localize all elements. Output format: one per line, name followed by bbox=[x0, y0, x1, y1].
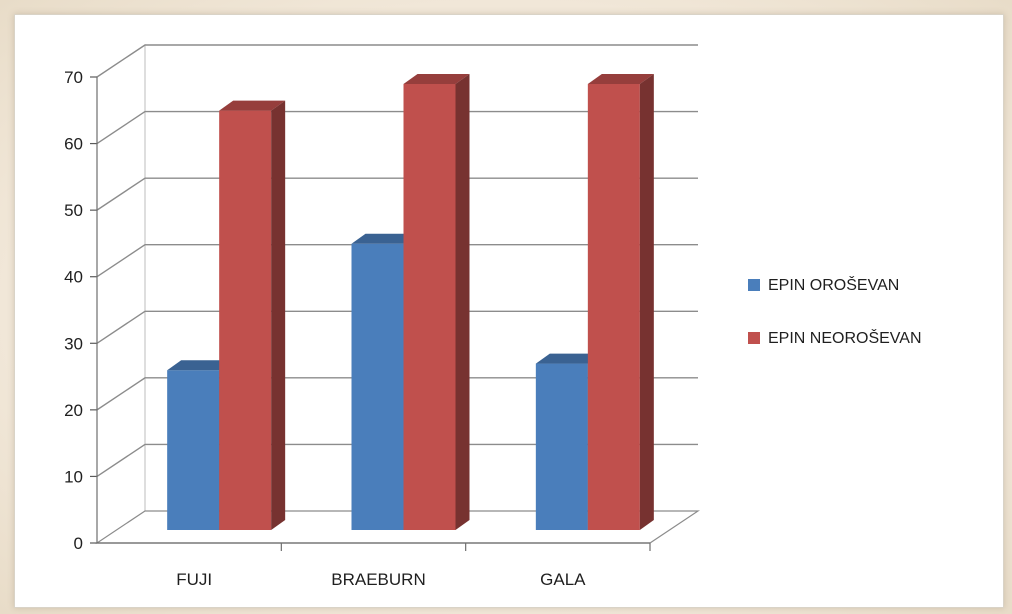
bar-fuji-series-2 bbox=[219, 100, 286, 530]
category-label-fuji: FUJI bbox=[176, 570, 212, 589]
gridline-40 bbox=[96, 244, 698, 278]
bar-side bbox=[455, 73, 470, 530]
bar-top bbox=[351, 233, 418, 244]
y-tick-label-60: 60 bbox=[64, 135, 83, 154]
category-label-braeburn: BRAEBURN bbox=[331, 570, 425, 589]
y-tick-label-20: 20 bbox=[64, 401, 83, 420]
legend-swatch-1 bbox=[748, 279, 760, 291]
bar-gala-series-2 bbox=[587, 73, 654, 530]
axes bbox=[90, 76, 651, 551]
legend-label-2: EPIN NEOROŠEVAN bbox=[768, 328, 922, 347]
gridline-70 bbox=[96, 44, 698, 78]
gridline-50 bbox=[96, 177, 698, 211]
y-tick-label-70: 70 bbox=[64, 68, 83, 87]
side-wall bbox=[96, 44, 146, 544]
y-tick-labels: 0 10 20 30 40 50 60 70 bbox=[64, 68, 83, 553]
bar-top bbox=[167, 360, 234, 371]
bar-front bbox=[351, 243, 404, 530]
y-tick-label-40: 40 bbox=[64, 268, 83, 287]
y-tick-label-0: 0 bbox=[74, 534, 83, 553]
bar-front bbox=[403, 83, 456, 530]
bar-front bbox=[587, 83, 640, 530]
gridline-60 bbox=[96, 110, 698, 145]
bar-side bbox=[271, 100, 286, 530]
bar-front bbox=[535, 363, 588, 530]
gridlines bbox=[96, 44, 698, 478]
bar-front bbox=[167, 370, 220, 530]
y-tick-label-10: 10 bbox=[64, 467, 83, 486]
bar-top bbox=[587, 73, 654, 84]
legend-label-1: EPIN OROŠEVAN bbox=[768, 275, 899, 294]
y-tick-label-30: 30 bbox=[64, 334, 83, 353]
gridline-30 bbox=[96, 310, 698, 344]
bar-top bbox=[219, 100, 286, 111]
category-label-gala: GALA bbox=[540, 570, 586, 589]
gridline-10 bbox=[96, 443, 698, 478]
bar-top bbox=[403, 73, 470, 84]
legend: EPIN OROŠEVAN EPIN NEOROŠEVAN bbox=[748, 275, 922, 347]
gridline-20 bbox=[96, 377, 698, 411]
bar-top bbox=[535, 353, 602, 364]
bar-side bbox=[639, 73, 654, 530]
category-labels: FUJI BRAEBURN GALA bbox=[176, 570, 586, 589]
y-tick-label-50: 50 bbox=[64, 201, 83, 220]
legend-swatch-2 bbox=[748, 332, 760, 344]
bar-front bbox=[219, 110, 272, 530]
bar-braeburn-series-2 bbox=[403, 73, 470, 530]
bars bbox=[167, 73, 654, 530]
